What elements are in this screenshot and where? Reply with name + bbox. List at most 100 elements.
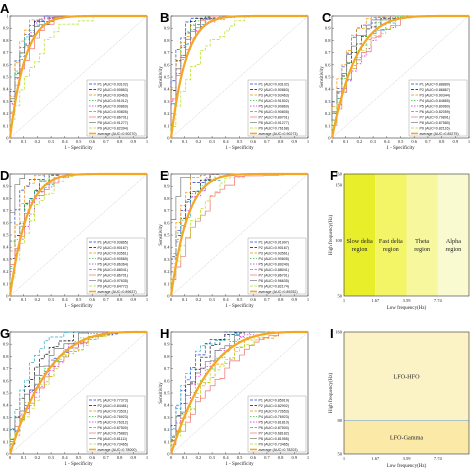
legend-entry: P1 (AUC=0.85919) [259,398,289,402]
chance-line [9,331,148,455]
x-tick-label: 0.2 [196,455,202,460]
legend-entry: P3 (AUC=0.73531) [98,409,128,413]
x-tick-label: 1 [343,298,345,303]
x-tick-label: 0.3 [209,455,215,460]
legend-entry: average (AUC=0.90270) [98,132,137,136]
x-tick-label: 0.5 [76,455,82,460]
x-tick-label: 0.4 [223,455,229,460]
y-tick-label: 0 [167,294,170,299]
panel-label-g: G [0,326,10,341]
panel-label-d: D [0,168,9,183]
x-tick-label: 0.4 [223,139,229,144]
series-line-p9 [170,331,308,454]
y-tick-label: 0.5 [3,75,9,80]
series-line-avg [169,330,308,455]
roc-panel-h: 0 0.1 0.2 0.3 0.4 0.5 0.6 0.7 0.8 0.9 100.10.20.30… [159,330,309,468]
y-tick-label: 0.5 [164,75,170,80]
y-tick-label: 50 [338,452,343,457]
y-tick-label: 0.5 [325,75,331,80]
legend-entry: P8 (AUC=0.96635) [259,279,289,283]
y-tick-label: 0.8 [164,196,170,201]
legend-entry: P5 (AUC=0.90869) [259,104,289,108]
legend-entry: P5 (AUC=0.89240) [259,262,289,266]
x-tick-label: 0.1 [343,139,349,144]
legend-entry: P3 (AUC=0.90344) [420,93,450,97]
legend-entry: P3 (AUC=0.72653) [259,409,289,413]
y-tick-label: 1 [167,330,169,335]
x-tick-label: 0.4 [62,455,68,460]
x-tick-label: 0 [170,297,173,302]
y-tick-label: 0.4 [164,403,170,408]
x-tick-label: 1 [307,297,309,302]
legend-entry: P7 (AUC=0.75882) [98,431,128,435]
y-tick-label: 0.9 [164,26,170,31]
y-tick-label: 0.5 [164,233,170,238]
legend-box [247,79,307,137]
legend-entry: P6 (AUC=0.90805) [259,110,289,114]
y-tick-label: 0.9 [3,184,9,189]
band-region [344,332,469,421]
series-line-avg [169,172,308,297]
y-axis-label: High frequency(Hz) [329,372,334,413]
x-tick-label: 0.9 [291,139,297,144]
y-tick-label: 0.5 [164,391,170,396]
legend-entry: P3 (AUC=0.93561) [259,251,289,255]
y-tick-label: 0.6 [3,62,9,67]
y-tick-label: 0.2 [164,111,170,116]
legend-box [408,79,468,137]
legend-entry: P2 (AUC=0.90863) [259,88,289,92]
y-tick-label: 0.9 [3,26,9,31]
y-tick-label: 0.6 [164,220,170,225]
y-tick-label: 0.8 [3,38,9,43]
y-tick-label: 0.7 [325,50,331,55]
legend-entry: P9 (AUC=0.76168) [259,126,289,130]
x-tick-label: 0.4 [384,139,390,144]
y-tick-label: 0.9 [164,184,170,189]
legend-entry: P6 (AUC=0.88041) [259,268,289,272]
legend-entry: P2 (AUC=0.90863) [98,88,128,92]
y-tick-label: 0.6 [164,62,170,67]
x-axis-label: 1 - Specificity [225,304,254,309]
panel-label-i: I [330,326,334,341]
y-tick-label: 0.5 [3,233,9,238]
legend-entry: P7 (AUC=0.86701) [98,115,128,119]
x-tick-label: 0 [9,139,12,144]
x-tick-label: 0.7 [264,455,270,460]
band-region-label: Alpha [446,238,461,245]
y-tick-label: 1 [6,172,8,177]
legend-entry: P4 (AUC=0.90605) [259,257,289,261]
legend-entry: P5 (AUC=0.90869) [98,104,128,108]
y-axis-label: Sensitivity [320,66,325,88]
y-tick-label: 0.8 [3,354,9,359]
x-tick-label: 0.1 [21,139,27,144]
x-tick-label: 0.3 [209,297,215,302]
legend-entry: P3 (AUC=0.93561) [98,251,128,255]
y-tick-label: 0.3 [164,257,170,262]
roc-panel-b: 0 0.1 0.2 0.3 0.4 0.5 0.6 0.7 0.8 0.9 100.10.20.30… [159,14,309,152]
y-tick-label: 0.6 [164,378,170,383]
legend-box [86,79,146,137]
y-tick-label: 0.3 [164,99,170,104]
x-axis-label: 1 - Specificity [64,146,93,151]
x-tick-label: 1 [146,455,148,460]
y-tick-label: 0 [167,136,170,141]
x-tick-label: 0.6 [411,139,417,144]
legend-entry: P7 (AUC=0.68182) [259,431,289,435]
x-tick-label: 0.1 [182,139,188,144]
panel-label-f: F [330,168,338,183]
x-tick-label: 0.2 [196,297,202,302]
x-tick-label: 0.4 [223,297,229,302]
x-tick-label: 0.3 [370,139,376,144]
legend-entry: P4 (AUC=0.91502) [259,99,289,103]
x-tick-label: 0.7 [103,297,109,302]
x-tick-label: 0.9 [130,455,136,460]
x-tick-label: 0.8 [278,139,284,144]
y-tick-label: 0.3 [3,99,9,104]
x-tick-label: 1 [468,139,470,144]
y-tick-label: 0.6 [3,220,9,225]
x-tick-label: 0.8 [278,297,284,302]
y-tick-label: 1 [167,14,169,19]
legend-entry: P9 (AUC=0.73465) [259,442,289,446]
x-tick-label: 0.7 [425,139,431,144]
